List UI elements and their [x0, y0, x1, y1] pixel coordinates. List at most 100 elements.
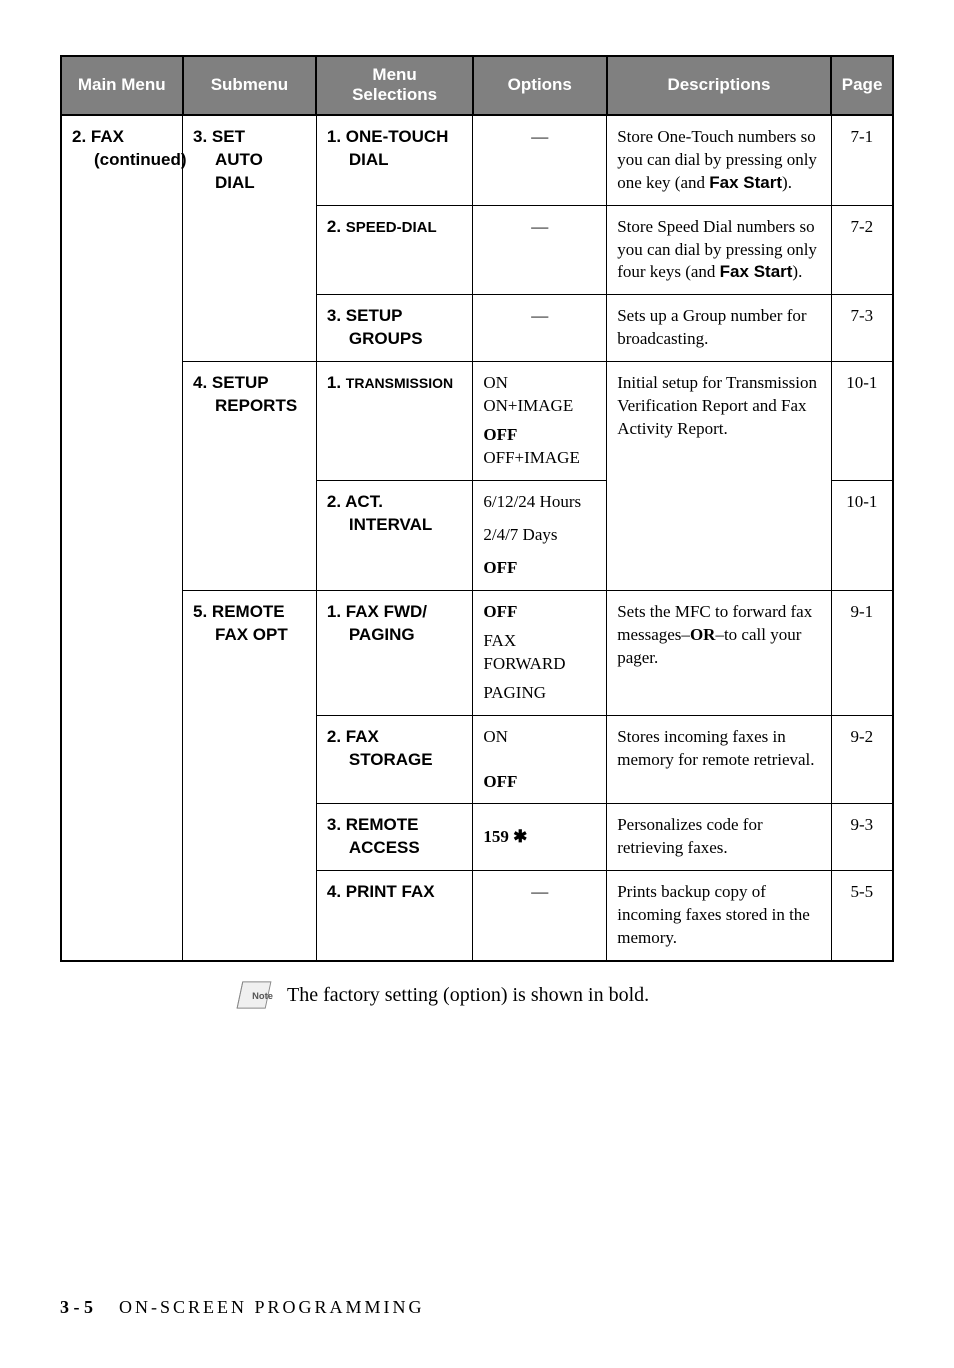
desc-print: Prints backup copy of incoming faxes sto…	[607, 871, 831, 961]
opt-l2: 2/4/7 Days	[483, 525, 557, 544]
submenu-name: SETUP	[212, 373, 269, 392]
opt-l4: PAGING	[483, 683, 546, 702]
sel-num: 4.	[327, 882, 341, 901]
sel-name: FAX FWD/	[346, 602, 427, 621]
main-menu-num: 2.	[72, 127, 86, 146]
main-menu-cell: 2. FAX (continued)	[61, 115, 183, 961]
th-options: Options	[473, 56, 607, 115]
opt-l2: OFF	[483, 772, 517, 791]
page-fwd: 9-1	[831, 590, 893, 715]
note-icon-label: Note	[252, 991, 273, 1001]
sel-sub: GROUPS	[327, 328, 463, 351]
sel-speed: 2. SPEED-DIAL	[316, 205, 473, 295]
opt-l4: OFF+IMAGE	[483, 448, 580, 467]
page-trans: 10-1	[831, 362, 893, 481]
opt-l3: OFF	[483, 425, 517, 444]
desc-end: ).	[782, 173, 792, 192]
opt-l1: ON	[483, 373, 508, 392]
sel-sub: INTERVAL	[327, 514, 463, 537]
opt-l2: FAX	[483, 631, 516, 650]
sel-sub: STORAGE	[327, 749, 463, 772]
table-row: 5. REMOTE FAX OPT 1. FAX FWD/ PAGING OFF…	[61, 590, 893, 715]
submenu-name: REMOTE	[212, 602, 285, 621]
menu-table: Main Menu Submenu Menu Selections Option…	[60, 55, 894, 962]
sel-name: ACT.	[345, 492, 383, 511]
note-row: Note The factory setting (option) is sho…	[60, 980, 894, 1010]
opt-dash: —	[473, 115, 607, 205]
desc-end: ).	[792, 262, 802, 281]
th-page: Page	[831, 56, 893, 115]
sel-name: ONE-TOUCH	[346, 127, 449, 146]
table-row: 2. FAX (continued) 3. SET AUTO DIAL 1. O…	[61, 115, 893, 205]
sel-trans: 1. TRANSMISSION	[316, 362, 473, 481]
sel-onetouch: 1. ONE-TOUCH DIAL	[316, 115, 473, 205]
page-access: 9-3	[831, 804, 893, 871]
submenu-sub: AUTO DIAL	[193, 149, 306, 195]
desc-access: Personalizes code for retrieving faxes.	[607, 804, 831, 871]
opt-storage: ON OFF	[473, 715, 607, 804]
opt-l3: FORWARD	[483, 654, 565, 673]
opt-l1: 6/12/24 Hours	[483, 492, 581, 511]
submenu-num: 5.	[193, 602, 207, 621]
submenu-remote: 5. REMOTE FAX OPT	[183, 590, 317, 961]
sel-name: SETUP	[346, 306, 403, 325]
opt-dash: —	[473, 205, 607, 295]
opt-fwd: OFF FAX FORWARD PAGING	[473, 590, 607, 715]
note-icon: Note	[235, 980, 273, 1010]
opt-access: 159 ✱	[473, 804, 607, 871]
table-header-row: Main Menu Submenu Menu Selections Option…	[61, 56, 893, 115]
opt-l2: ON+IMAGE	[483, 396, 573, 415]
sel-fwd: 1. FAX FWD/ PAGING	[316, 590, 473, 715]
sel-num: 2.	[327, 727, 341, 746]
desc-fwd: Sets the MFC to forward fax messages–OR–…	[607, 590, 831, 715]
sel-name: SPEED-DIAL	[346, 219, 437, 236]
sel-storage: 2. FAX STORAGE	[316, 715, 473, 804]
submenu-name: SET	[212, 127, 245, 146]
sel-name: FAX	[346, 727, 379, 746]
page-groups: 7-3	[831, 295, 893, 362]
page-speed: 7-2	[831, 205, 893, 295]
page-act: 10-1	[831, 481, 893, 591]
desc-groups: Sets up a Group number for broadcasting.	[607, 295, 831, 362]
page-print: 5-5	[831, 871, 893, 961]
desc-bold: Fax Start	[720, 262, 793, 281]
opt-l3: OFF	[483, 558, 517, 577]
submenu-set-autodial: 3. SET AUTO DIAL	[183, 115, 317, 362]
sel-name: REMOTE	[346, 815, 419, 834]
submenu-num: 4.	[193, 373, 207, 392]
th-submenu: Submenu	[183, 56, 317, 115]
opt-dash: —	[473, 871, 607, 961]
sel-print: 4. PRINT FAX	[316, 871, 473, 961]
page-storage: 9-2	[831, 715, 893, 804]
submenu-reports: 4. SETUP REPORTS	[183, 362, 317, 591]
th-menu-selections-l2: Selections	[352, 85, 437, 104]
sel-num: 3.	[327, 815, 341, 834]
sel-groups: 3. SETUP GROUPS	[316, 295, 473, 362]
submenu-sub: REPORTS	[193, 395, 306, 418]
opt-dash: —	[473, 295, 607, 362]
desc-bold: Fax Start	[709, 173, 782, 192]
sel-num: 3.	[327, 306, 341, 325]
main-menu-name: FAX	[91, 127, 124, 146]
desc-storage: Stores incoming faxes in memory for remo…	[607, 715, 831, 804]
th-descriptions: Descriptions	[607, 56, 831, 115]
main-menu-cont: (continued)	[72, 149, 172, 172]
sel-sub: ACCESS	[327, 837, 463, 860]
opt-l1: ON	[483, 727, 508, 746]
th-menu-selections-l1: Menu	[372, 65, 416, 84]
opt-trans: ON ON+IMAGE OFF OFF+IMAGE	[473, 362, 607, 481]
desc-trans: Initial setup for Transmission Verificat…	[607, 362, 831, 591]
page-footer: 3 - 5 ON-SCREEN PROGRAMMING	[60, 1297, 425, 1318]
sel-num: 2.	[327, 492, 341, 511]
sel-num: 2.	[327, 217, 341, 236]
sel-num: 1.	[327, 373, 341, 392]
table-row: 4. SETUP REPORTS 1. TRANSMISSION ON ON+I…	[61, 362, 893, 481]
sel-num: 1.	[327, 602, 341, 621]
opt-l1: OFF	[483, 602, 517, 621]
sel-num: 1.	[327, 127, 341, 146]
footer-section-title: ON-SCREEN PROGRAMMING	[119, 1297, 425, 1317]
note-text: The factory setting (option) is shown in…	[287, 984, 649, 1007]
desc-onetouch: Store One-Touch numbers so you can dial …	[607, 115, 831, 205]
desc-bold: OR	[690, 625, 716, 644]
opt-act: 6/12/24 Hours 2/4/7 Days OFF	[473, 481, 607, 591]
